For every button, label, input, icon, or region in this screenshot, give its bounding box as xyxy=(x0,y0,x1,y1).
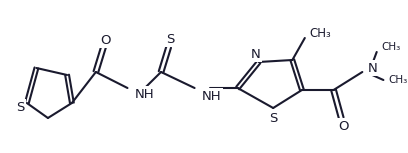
Text: CH₃: CH₃ xyxy=(310,26,331,39)
Text: NH: NH xyxy=(202,90,222,103)
Text: S: S xyxy=(16,101,24,114)
Text: CH₃: CH₃ xyxy=(388,75,408,85)
Text: NH: NH xyxy=(135,88,155,101)
Text: N: N xyxy=(251,47,261,60)
Text: O: O xyxy=(100,34,111,47)
Text: N: N xyxy=(368,62,378,75)
Text: O: O xyxy=(338,119,348,132)
Text: S: S xyxy=(269,112,277,125)
Text: CH₃: CH₃ xyxy=(381,42,401,52)
Text: S: S xyxy=(166,32,175,45)
